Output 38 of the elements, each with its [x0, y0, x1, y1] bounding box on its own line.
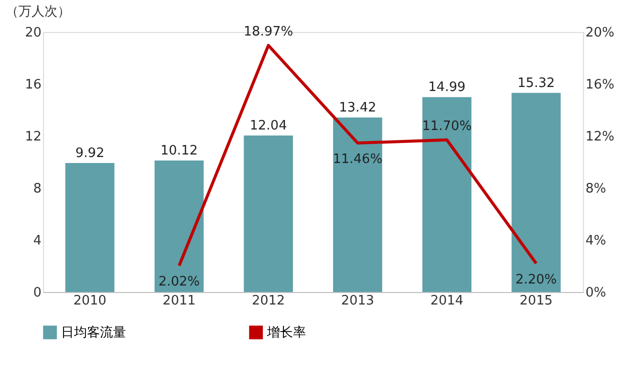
y2-tick-label: 8% — [586, 182, 606, 196]
y2-tick-label: 0% — [586, 286, 606, 300]
x-tick-label: 2010 — [73, 294, 106, 308]
bar — [333, 118, 382, 292]
data-label: 11.70% — [422, 118, 472, 134]
y-tick-label: 16 — [24, 78, 42, 92]
bar — [65, 163, 114, 292]
bar — [154, 160, 204, 292]
y-axis-title: （万人次） — [6, 4, 70, 20]
y-tick-label: 12 — [24, 130, 42, 144]
data-label: 12.04 — [250, 118, 287, 134]
y2-tick-label: 4% — [586, 234, 606, 248]
data-label: 13.42 — [339, 100, 376, 116]
legend-label: 增长率 — [266, 324, 306, 340]
y2-tick-label: 12% — [586, 130, 614, 144]
x-tick-label: 2011 — [162, 294, 196, 308]
bar — [244, 135, 293, 292]
y-tick-label: 8 — [33, 182, 42, 196]
bar — [512, 92, 561, 292]
data-label: 2.02% — [158, 274, 200, 290]
data-label: 2.20% — [515, 272, 557, 288]
x-tick-label: 2013 — [341, 294, 374, 308]
y-tick-label: 4 — [33, 234, 42, 248]
y-tick-label: 0 — [33, 286, 42, 300]
x-tick-label: 2014 — [430, 294, 464, 308]
data-label: 9.92 — [75, 146, 104, 162]
y2-tick-label: 20% — [586, 26, 614, 40]
data-label: 11.46% — [332, 152, 382, 168]
data-label: 15.32 — [518, 76, 555, 91]
x-tick-label: 2012 — [252, 294, 285, 308]
data-label: 14.99 — [428, 80, 466, 96]
data-label: 10.12 — [160, 143, 198, 158]
data-label: 18.97% — [244, 24, 294, 40]
x-tick-label: 2015 — [520, 294, 553, 308]
legend-label: 日均客流量 — [61, 324, 126, 340]
y-tick-label: 20 — [24, 26, 42, 40]
bar — [422, 97, 472, 292]
y2-tick-label: 16% — [586, 78, 614, 92]
